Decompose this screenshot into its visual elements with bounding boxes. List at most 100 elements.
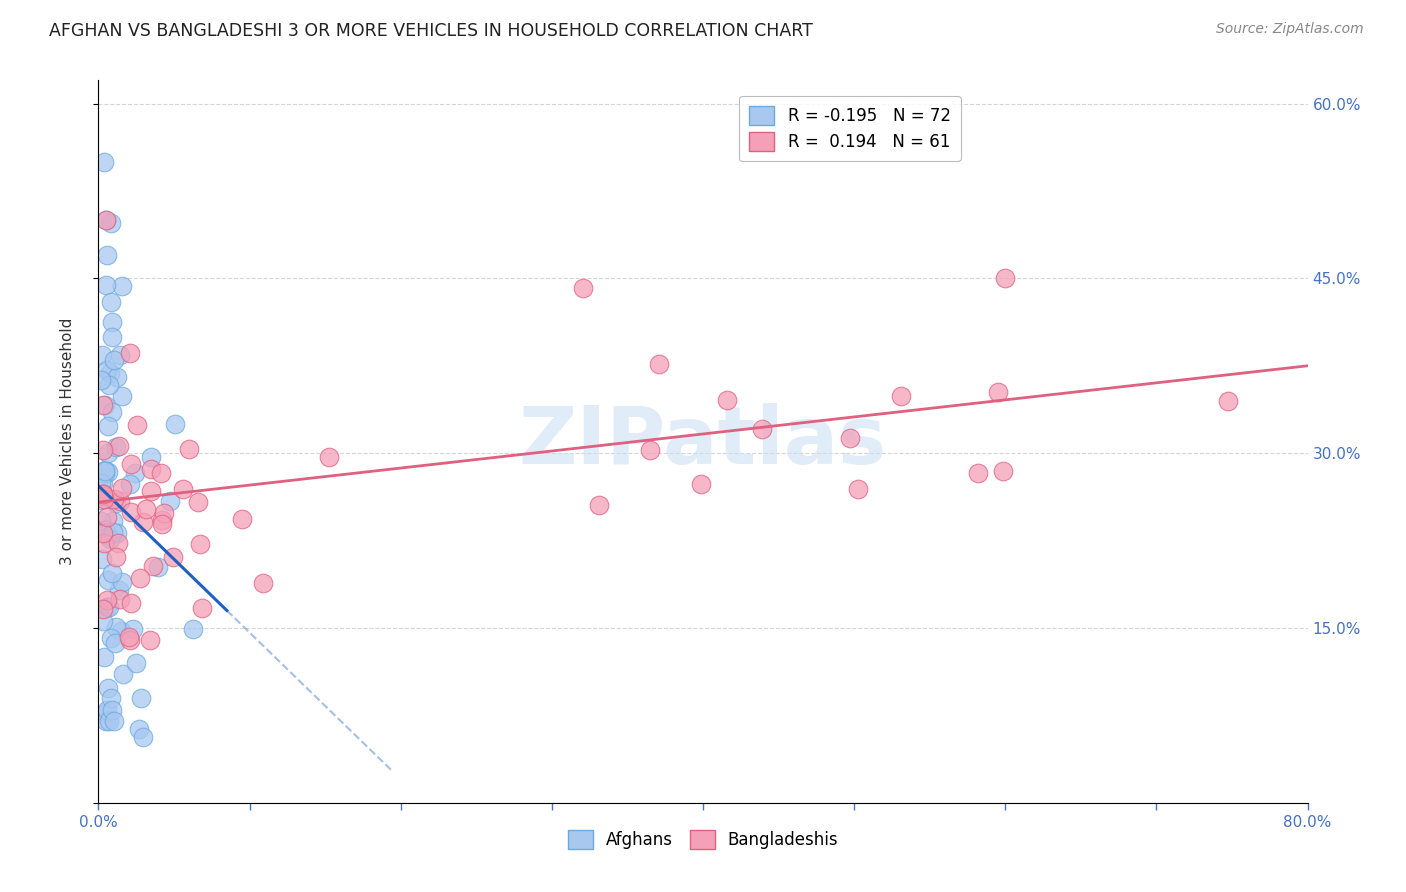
Point <box>97 418 120 433</box>
Point <box>96 363 118 377</box>
Point <box>181 622 204 636</box>
Point <box>100 566 122 580</box>
Point <box>100 533 122 547</box>
Point <box>100 216 122 230</box>
Point <box>94 213 117 227</box>
Point <box>139 450 162 465</box>
Point <box>103 492 125 507</box>
Text: ZIPatlas: ZIPatlas <box>519 402 887 481</box>
Point <box>91 486 114 500</box>
Point <box>846 482 869 496</box>
Point <box>139 484 162 499</box>
Point <box>318 450 340 464</box>
Point <box>91 443 114 458</box>
Point <box>94 466 117 480</box>
Point <box>96 248 118 262</box>
Point <box>129 570 152 584</box>
Point <box>97 599 120 614</box>
Point <box>571 281 593 295</box>
Point <box>125 656 148 670</box>
Point <box>150 513 173 527</box>
Point <box>103 714 125 729</box>
Point <box>101 315 124 329</box>
Point <box>121 622 143 636</box>
Point <box>91 602 114 616</box>
Point <box>90 552 112 566</box>
Point <box>159 493 181 508</box>
Point <box>104 619 127 633</box>
Point <box>101 702 124 716</box>
Point <box>98 714 121 729</box>
Point <box>97 573 120 587</box>
Point <box>103 353 125 368</box>
Point <box>588 498 610 512</box>
Point <box>97 681 120 695</box>
Point <box>120 596 142 610</box>
Point <box>111 667 134 681</box>
Point <box>101 524 124 539</box>
Legend: Afghans, Bangladeshis: Afghans, Bangladeshis <box>561 823 845 856</box>
Point <box>93 398 115 412</box>
Point <box>231 511 253 525</box>
Point <box>111 279 134 293</box>
Point <box>120 505 142 519</box>
Point <box>96 702 118 716</box>
Point <box>640 443 662 458</box>
Point <box>97 465 120 479</box>
Point <box>128 722 150 736</box>
Point <box>162 550 184 565</box>
Point <box>93 525 115 540</box>
Point <box>118 346 141 360</box>
Point <box>97 528 120 542</box>
Point <box>97 446 120 460</box>
Point <box>172 482 194 496</box>
Point <box>108 583 131 598</box>
Point <box>191 601 214 615</box>
Point <box>94 278 117 293</box>
Point <box>149 466 172 480</box>
Point <box>1216 393 1239 408</box>
Point <box>96 599 118 614</box>
Point <box>93 463 115 477</box>
Point <box>139 632 162 647</box>
Point <box>98 366 121 380</box>
Point <box>94 464 117 478</box>
Point <box>90 492 112 507</box>
Point <box>93 536 115 550</box>
Point <box>93 154 115 169</box>
Point <box>94 213 117 227</box>
Point <box>94 523 117 537</box>
Y-axis label: 3 or more Vehicles in Household: 3 or more Vehicles in Household <box>60 318 75 566</box>
Point <box>110 591 132 606</box>
Point <box>101 404 124 418</box>
Point <box>100 690 122 705</box>
Point <box>96 509 118 524</box>
Point <box>101 515 124 529</box>
Point <box>146 560 169 574</box>
Point <box>97 378 120 392</box>
Point <box>118 630 141 644</box>
Point <box>188 537 211 551</box>
Point <box>690 477 713 491</box>
Point <box>150 516 173 531</box>
Text: AFGHAN VS BANGLADESHI 3 OR MORE VEHICLES IN HOUSEHOLD CORRELATION CHART: AFGHAN VS BANGLADESHI 3 OR MORE VEHICLES… <box>49 22 813 40</box>
Point <box>91 614 114 628</box>
Point <box>93 492 115 507</box>
Point <box>105 495 128 509</box>
Point <box>91 476 114 491</box>
Point <box>108 494 131 508</box>
Point <box>124 466 146 480</box>
Point <box>105 550 128 565</box>
Point <box>104 636 127 650</box>
Point <box>90 373 112 387</box>
Point <box>129 690 152 705</box>
Point <box>966 466 988 480</box>
Point <box>111 574 134 589</box>
Point <box>91 398 114 412</box>
Point <box>994 271 1017 285</box>
Point <box>118 632 141 647</box>
Point <box>132 730 155 744</box>
Point <box>90 515 112 529</box>
Point <box>120 457 142 471</box>
Point <box>252 576 274 591</box>
